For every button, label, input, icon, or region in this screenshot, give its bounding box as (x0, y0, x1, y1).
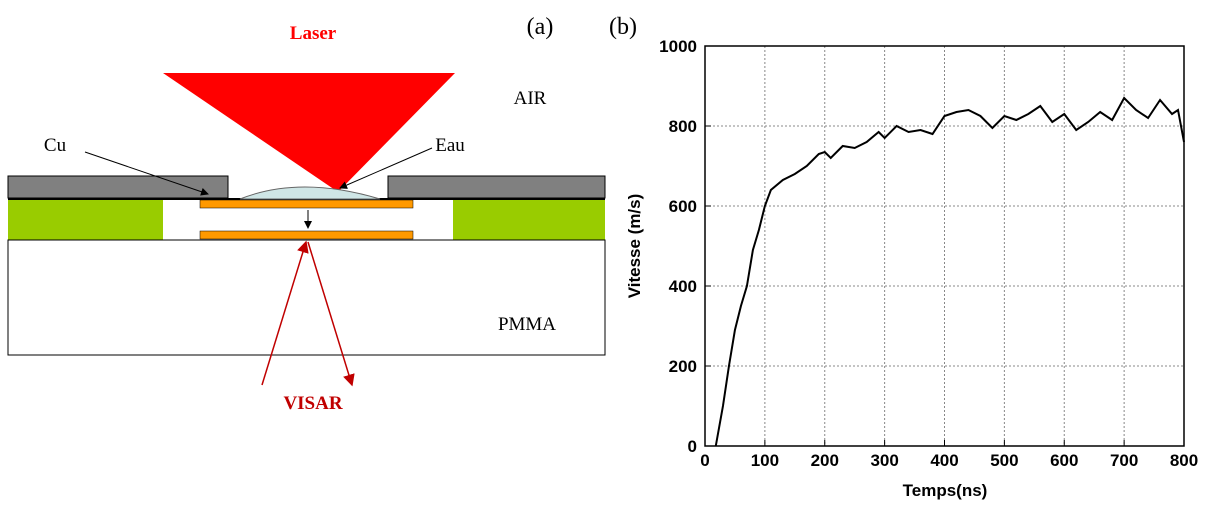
panel-label: (a) (527, 14, 554, 40)
y-tick-label: 800 (669, 117, 697, 136)
x-tick-label: 600 (1050, 451, 1078, 470)
panel-label: (b) (609, 14, 637, 40)
pmma-label: PMMA (498, 314, 556, 335)
y-tick-label: 1000 (659, 37, 697, 56)
data-line (714, 96, 1185, 447)
pmma-block (7, 239, 606, 356)
x-tick-label: 300 (870, 451, 898, 470)
y-tick-label: 0 (688, 437, 697, 456)
target (199, 230, 414, 240)
x-tick-label: 400 (930, 451, 958, 470)
flyer (199, 199, 414, 209)
x-tick-label: 500 (990, 451, 1018, 470)
visar-label: VISAR (283, 393, 342, 414)
plot-frame (704, 45, 1185, 447)
green-layer (453, 200, 605, 240)
diagram: Laser (a) (b) AIR Cu Eau PMMA VISAR (7, 14, 637, 414)
cu-plate (387, 175, 606, 199)
cu-plate (7, 175, 229, 199)
x-tick-label: 700 (1110, 451, 1138, 470)
x-axis-title: Temps(ns) (903, 481, 988, 500)
x-tick-label: 0 (700, 451, 709, 470)
cu-label: Cu (44, 135, 67, 156)
y-tick-label: 200 (669, 357, 697, 376)
x-tick-label: 100 (751, 451, 779, 470)
x-tick-label: 200 (811, 451, 839, 470)
visar-beam (261, 240, 309, 386)
x-tick-label: 800 (1170, 451, 1198, 470)
laser-beam (163, 73, 455, 192)
y-axis-title: Vitesse (m/s) (625, 194, 644, 299)
air-label: AIR (514, 88, 547, 109)
visar-beam (307, 241, 355, 387)
water (239, 186, 381, 200)
laser-label: Laser (290, 23, 337, 44)
y-tick-label: 400 (669, 277, 697, 296)
green-layer (8, 200, 163, 240)
chart: Temps(ns) Vitesse (m/s) 0 100 200 300 400 500… (625, 37, 1198, 500)
arrow (84, 151, 209, 196)
arrow (339, 147, 433, 189)
y-tick-label: 600 (669, 197, 697, 216)
eau-label: Eau (435, 135, 465, 156)
